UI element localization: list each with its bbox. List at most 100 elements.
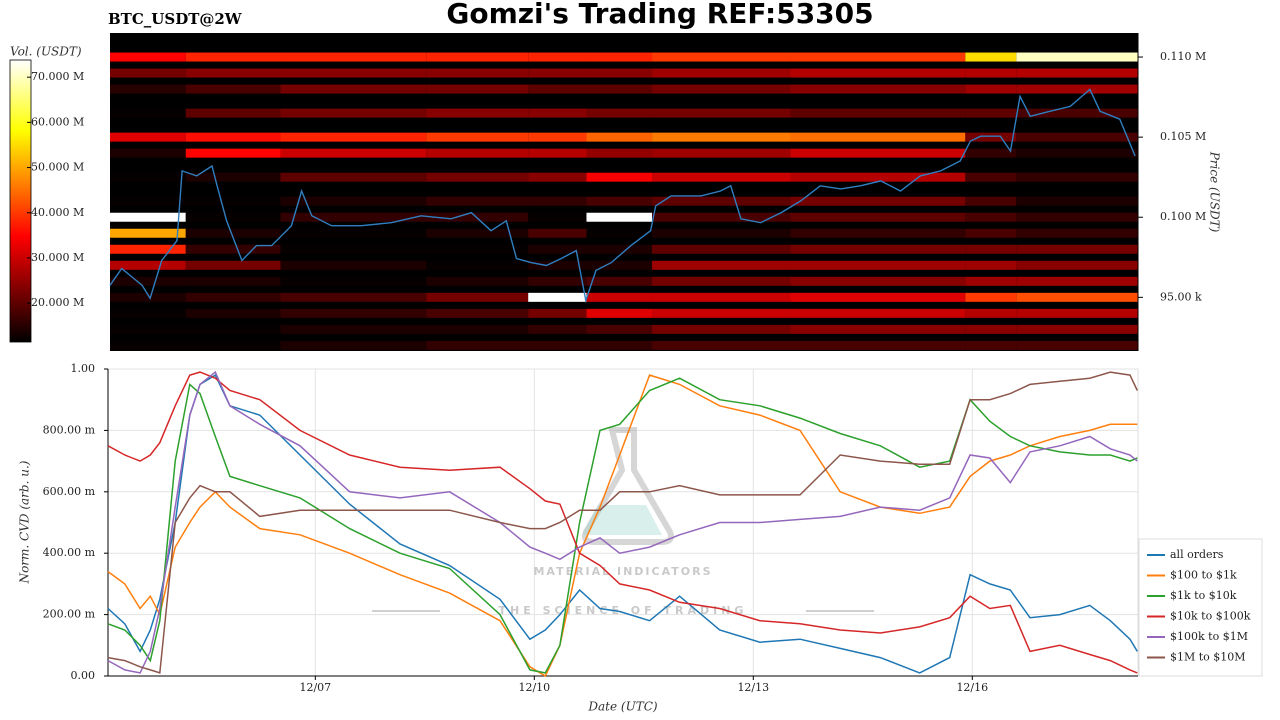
heatmap-cell bbox=[426, 276, 529, 286]
cvd-line bbox=[107, 374, 1138, 678]
heatmap-cell bbox=[426, 52, 529, 62]
y-tick-label: 600.00 m bbox=[43, 485, 96, 498]
heatmap-cell bbox=[1016, 228, 1138, 238]
heatmap-cell bbox=[652, 276, 791, 286]
heatmap-cell bbox=[790, 228, 966, 238]
heatmap-cell bbox=[586, 84, 653, 94]
heatmap-cell bbox=[185, 52, 281, 62]
heatmap-cell bbox=[790, 132, 966, 142]
heatmap-cell bbox=[528, 212, 587, 222]
heatmap-cell bbox=[586, 212, 653, 222]
heatmap-cell bbox=[965, 84, 1017, 94]
heatmap-cell bbox=[185, 84, 281, 94]
heatmap-cell bbox=[426, 308, 529, 318]
heatmap-cell bbox=[586, 244, 653, 254]
heatmap-cell bbox=[652, 244, 791, 254]
heatmap-cell bbox=[586, 132, 653, 142]
heatmap-cell bbox=[280, 172, 427, 182]
heatmap-cell bbox=[790, 196, 966, 206]
colorbar-tick-label: 20.000 M bbox=[31, 296, 84, 309]
heatmap-cell bbox=[426, 148, 529, 158]
legend-label: all orders bbox=[1170, 548, 1224, 561]
heatmap-cell bbox=[586, 172, 653, 182]
heatmap-cell bbox=[528, 244, 587, 254]
heatmap-cell bbox=[652, 212, 791, 222]
heatmap-cell bbox=[185, 228, 281, 238]
heatmap-cell bbox=[280, 292, 427, 302]
x-axis-label: Date (UTC) bbox=[587, 700, 657, 714]
heatmap-cell bbox=[280, 108, 427, 118]
heatmap-cell bbox=[185, 196, 281, 206]
watermark-logo-fill bbox=[582, 505, 662, 535]
heatmap-cell bbox=[426, 84, 529, 94]
heatmap-cell bbox=[185, 308, 281, 318]
y-tick-label: 0.00 bbox=[71, 669, 96, 682]
heatmap-cell bbox=[652, 108, 791, 118]
heatmap-background bbox=[110, 33, 1138, 351]
legend-label: $1M to $10M bbox=[1170, 651, 1246, 664]
heatmap-cell bbox=[426, 244, 529, 254]
heatmap-cell bbox=[426, 340, 529, 350]
heatmap-cell bbox=[185, 340, 281, 350]
heatmap-cell bbox=[586, 308, 653, 318]
y-axis-label: Price (USDT) bbox=[1208, 151, 1222, 233]
heatmap-cell bbox=[586, 260, 653, 270]
heatmap-cell bbox=[280, 52, 427, 62]
heatmap-cell bbox=[1016, 212, 1138, 222]
heatmap-cell bbox=[280, 148, 427, 158]
heatmap-cell bbox=[110, 84, 186, 94]
heatmap-cell bbox=[528, 148, 587, 158]
y-tick-label: 0.110 M bbox=[1160, 50, 1206, 63]
heatmap-cell bbox=[586, 276, 653, 286]
heatmap-cell bbox=[185, 172, 281, 182]
heatmap-cell bbox=[110, 68, 186, 78]
heatmap-cell bbox=[586, 68, 653, 78]
heatmap-cell bbox=[528, 276, 587, 286]
legend-label: $100 to $1k bbox=[1170, 569, 1237, 582]
heatmap-cell bbox=[1016, 276, 1138, 286]
heatmap-cell bbox=[110, 212, 186, 222]
heatmap-cell bbox=[790, 108, 966, 118]
heatmap-cell bbox=[965, 276, 1017, 286]
heatmap-cell bbox=[652, 260, 791, 270]
y-tick-label: 800.00 m bbox=[43, 423, 96, 436]
heatmap-cell bbox=[185, 68, 281, 78]
heatmap-cell bbox=[426, 292, 529, 302]
heatmap-cell bbox=[965, 52, 1017, 62]
heatmap-cell bbox=[110, 196, 186, 206]
colorbar-label: Vol. (USDT) bbox=[10, 45, 82, 59]
legend-label: $10k to $100k bbox=[1170, 610, 1251, 623]
heatmap-cell bbox=[1016, 84, 1138, 94]
y-tick-label: 95.00 k bbox=[1160, 290, 1202, 303]
heatmap-cell bbox=[528, 340, 587, 350]
heatmap-cell bbox=[280, 68, 427, 78]
cvd-line bbox=[107, 377, 1138, 674]
heatmap-cell bbox=[790, 148, 966, 158]
price-line bbox=[109, 88, 1136, 304]
heatmap-cell bbox=[586, 108, 653, 118]
heatmap-cell bbox=[110, 52, 186, 62]
heatmap-cell bbox=[965, 148, 1017, 158]
heatmap-cell bbox=[185, 324, 281, 334]
heatmap-cell bbox=[280, 276, 427, 286]
chart-subtitle: BTC_USDT@2W bbox=[108, 10, 243, 28]
heatmap-cell bbox=[652, 68, 791, 78]
heatmap-cell bbox=[965, 324, 1017, 334]
heatmap-cell bbox=[280, 228, 427, 238]
heatmap-cell bbox=[1016, 260, 1138, 270]
heatmap-cell bbox=[790, 292, 966, 302]
heatmap-cell bbox=[185, 132, 281, 142]
heatmap-cell bbox=[652, 228, 791, 238]
y-tick-label: 0.100 M bbox=[1160, 210, 1206, 223]
heatmap-cell bbox=[110, 148, 186, 158]
colorbar-tick-label: 40.000 M bbox=[31, 206, 84, 219]
heatmap-cell bbox=[965, 172, 1017, 182]
heatmap-cell bbox=[426, 228, 529, 238]
heatmap-cell bbox=[426, 68, 529, 78]
heatmap-cell bbox=[426, 172, 529, 182]
heatmap-cell bbox=[1016, 148, 1138, 158]
heatmap-cell bbox=[652, 308, 791, 318]
x-tick-label: 12/16 bbox=[956, 681, 988, 694]
heatmap-cell bbox=[965, 244, 1017, 254]
